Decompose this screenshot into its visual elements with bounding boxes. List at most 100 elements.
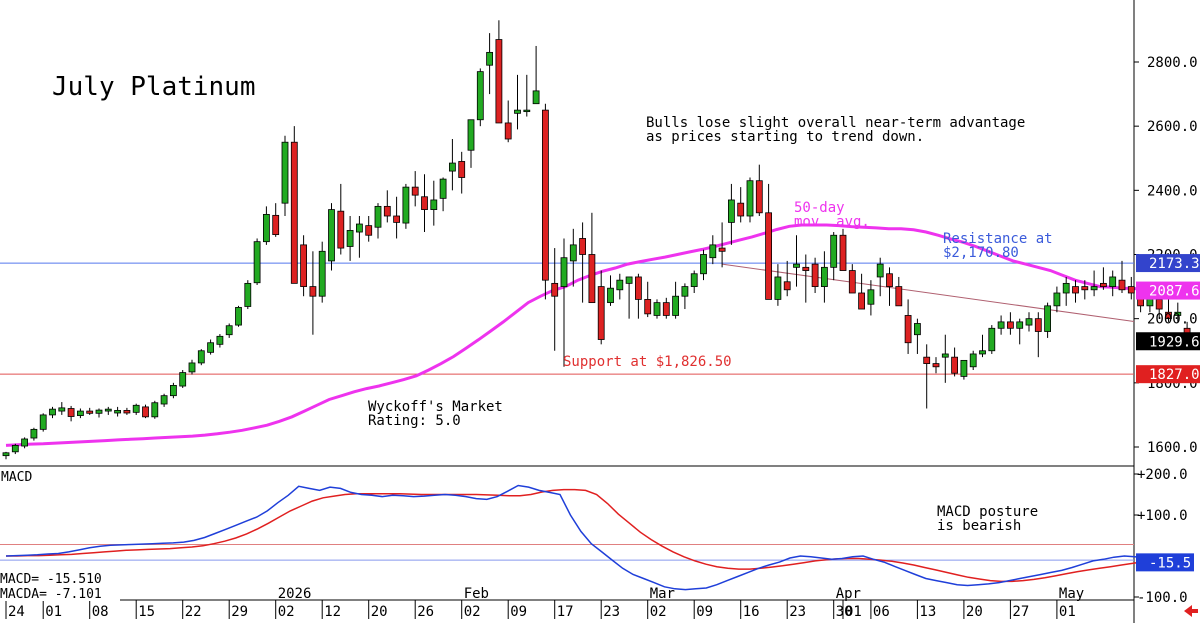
candle xyxy=(495,20,503,124)
downtrend-line xyxy=(722,263,1135,322)
candle xyxy=(1165,299,1172,322)
ma-label-line-1: 50-day xyxy=(794,200,845,216)
candle-body xyxy=(635,276,642,300)
candle-body xyxy=(644,299,652,315)
candle xyxy=(569,228,577,287)
candle-body xyxy=(77,410,84,416)
candle xyxy=(1062,276,1070,306)
candle xyxy=(839,228,847,271)
candle xyxy=(244,280,252,310)
candle xyxy=(858,273,865,310)
candle-body xyxy=(160,395,168,405)
candle xyxy=(979,334,986,358)
candle xyxy=(523,74,531,117)
candle-body xyxy=(430,199,438,210)
candle-body xyxy=(1155,299,1163,310)
candle xyxy=(728,183,735,245)
candle-body xyxy=(588,254,596,304)
candle xyxy=(941,334,949,383)
candle-body xyxy=(318,250,326,297)
candle-body xyxy=(458,161,466,178)
resistance-label-line-2: $2,170.80 xyxy=(943,245,1019,261)
candle xyxy=(337,183,345,255)
candle-body xyxy=(681,286,689,297)
last-price-tag-text: 1929.6 xyxy=(1149,334,1200,350)
candle-body xyxy=(718,247,726,252)
macd-last-tag-text: -15.5 xyxy=(1149,555,1191,571)
x-tick-label: 06 xyxy=(873,604,890,620)
candle-body xyxy=(262,213,270,243)
x-tick-label: 02 xyxy=(278,604,295,620)
candle-body xyxy=(737,202,745,217)
y-tick-label: 2600.0 xyxy=(1147,119,1198,135)
candle-body xyxy=(1165,311,1172,320)
candle-body xyxy=(123,410,131,414)
candle-body xyxy=(569,244,577,262)
candle xyxy=(123,407,131,415)
candle-body xyxy=(914,323,921,336)
candle xyxy=(49,406,56,419)
candle-body xyxy=(746,180,754,217)
candle-body xyxy=(988,327,996,352)
candle xyxy=(681,283,689,310)
candle-body xyxy=(542,109,549,281)
candle-body xyxy=(421,196,428,210)
macd-panel-title: MACD xyxy=(1,470,32,485)
candle-body xyxy=(244,282,252,307)
macd-readout-line-2: MACDA= -7.101 xyxy=(0,587,102,602)
candle xyxy=(821,251,828,303)
candle-body xyxy=(904,315,912,344)
candle-body xyxy=(607,287,614,304)
scroll-left-arrow-icon[interactable] xyxy=(1184,605,1198,617)
candle xyxy=(811,257,819,293)
x-tick-label: 12 xyxy=(324,604,341,620)
macd-series-macda xyxy=(6,488,1188,583)
candle xyxy=(476,68,484,127)
candle-body xyxy=(1044,305,1051,332)
candle-body xyxy=(39,414,47,430)
candle-body xyxy=(1118,279,1126,291)
candle xyxy=(1090,270,1098,297)
candle xyxy=(876,257,884,297)
candle-body xyxy=(142,406,149,418)
candle-body xyxy=(504,122,512,140)
candle-body xyxy=(1007,321,1014,329)
candle xyxy=(783,260,791,297)
macd-readout-line-1: MACD= -15.510 xyxy=(0,572,102,587)
candle-body xyxy=(1072,286,1079,294)
candle-body xyxy=(225,325,233,336)
candle-body xyxy=(2,452,10,457)
ma-label-line-2: mov. avg. xyxy=(794,214,870,230)
candle-body xyxy=(951,356,958,374)
candle-body xyxy=(895,286,903,307)
candle xyxy=(467,119,475,168)
x-month-label: Feb xyxy=(464,586,489,602)
candle xyxy=(253,238,261,285)
candle xyxy=(746,177,754,223)
candle xyxy=(300,235,308,297)
candle xyxy=(486,33,494,95)
candle xyxy=(1053,286,1061,313)
candle-body xyxy=(476,71,484,121)
candle-body xyxy=(514,109,521,114)
macd-y-tick-label: +200.0 xyxy=(1137,467,1188,483)
candle xyxy=(95,408,103,418)
candle xyxy=(802,254,810,303)
candle xyxy=(132,403,140,415)
candle-body xyxy=(1109,276,1117,287)
candle-body xyxy=(653,302,661,316)
ma-50day-line xyxy=(5,223,1188,447)
candle xyxy=(765,183,772,300)
candle-body xyxy=(848,270,856,294)
candle-body xyxy=(728,199,735,223)
candle-body xyxy=(1100,282,1107,287)
candle xyxy=(690,270,698,293)
candle xyxy=(755,164,763,216)
x-tick-label: 13 xyxy=(919,604,936,620)
candle xyxy=(904,299,912,354)
y-tick-label: 2400.0 xyxy=(1147,183,1198,199)
macd-y-tick-label: -100.0 xyxy=(1137,590,1188,606)
candle xyxy=(39,413,47,432)
candle xyxy=(504,100,512,143)
candle-body xyxy=(95,409,103,414)
